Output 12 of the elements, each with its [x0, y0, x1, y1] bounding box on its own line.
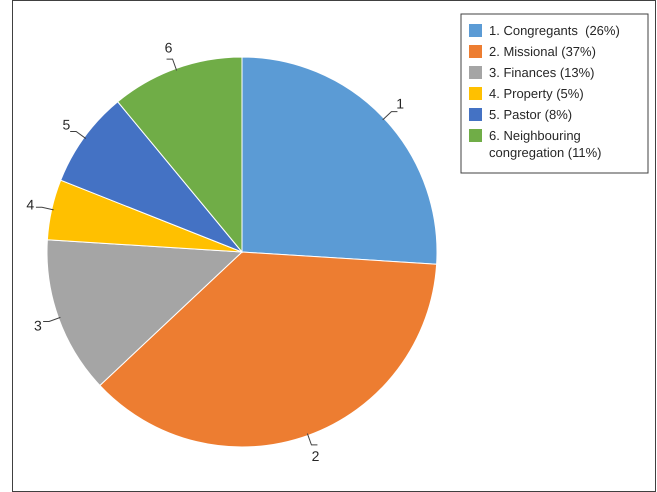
- text: 6: [164, 40, 173, 56]
- legend-label: 1. Congregants (26%): [489, 23, 620, 38]
- text: 4: [26, 196, 34, 213]
- legend-label: 3. Finances (13%): [489, 65, 594, 80]
- legend-label: 4. Property (5%): [489, 86, 584, 101]
- legend-label: 2. Missional (37%): [489, 44, 596, 59]
- text: 2: [312, 448, 320, 464]
- text: 3: [34, 317, 42, 334]
- legend-label: 6. Neighbouring congregation (11%): [489, 128, 602, 160]
- text: 1: [396, 95, 404, 112]
- text: 5: [62, 116, 71, 132]
- legend-label: 5. Pastor (8%): [489, 107, 572, 122]
